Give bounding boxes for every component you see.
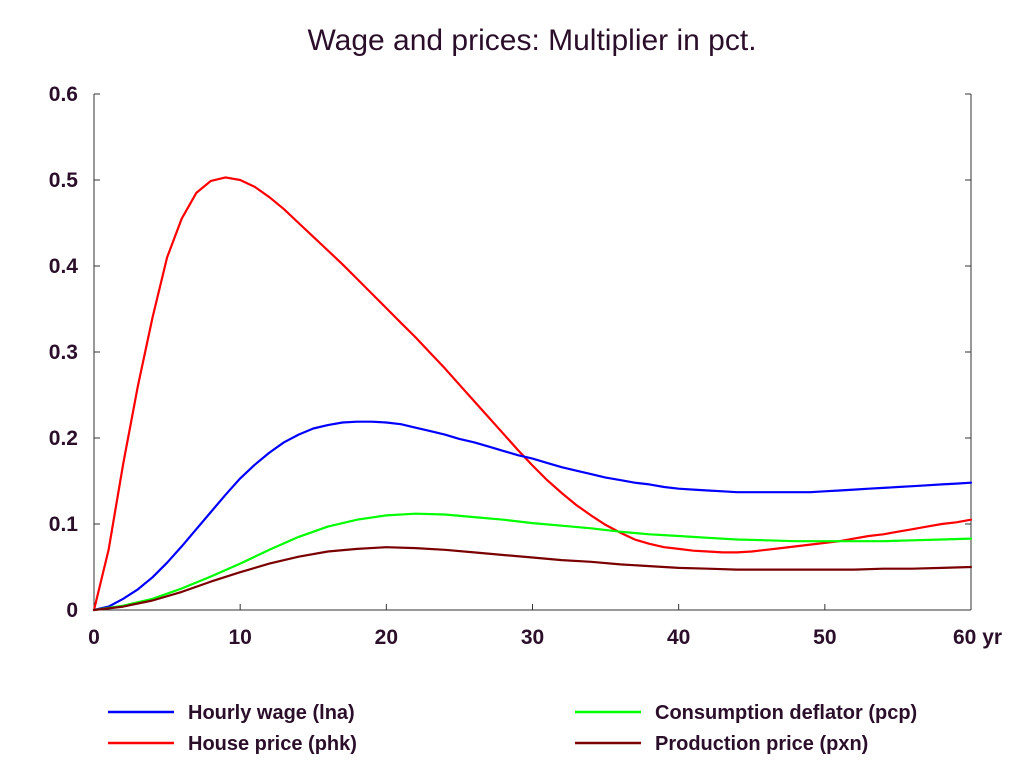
legend-label-house-price-phk: House price (phk)	[188, 733, 357, 755]
chart-title: Wage and prices: Multiplier in pct.	[307, 24, 756, 57]
x-tick-label: 60 yr	[953, 626, 1002, 649]
x-tick-label: 20	[375, 626, 398, 649]
x-tick-label: 10	[228, 626, 251, 649]
legend-label-production-price-pxn: Production price (pxn)	[655, 733, 868, 755]
y-tick-label: 0.6	[49, 83, 78, 106]
series-layer	[92, 176, 973, 612]
legend: Hourly wage (lna) House price (phk) Consum…	[108, 702, 917, 755]
legend-label-consumption-deflator-pcp: Consumption deflator (pcp)	[655, 702, 917, 724]
y-tick-label: 0.2	[49, 427, 78, 450]
series-line-house-price-phk	[92, 176, 973, 612]
plot-frame	[93, 94, 972, 611]
y-tick-label: 0.1	[49, 513, 79, 536]
x-axis: 0 10 20 30 40 50 60 yr	[88, 604, 1002, 649]
legend-label-hourly-wage-lna: Hourly wage (lna)	[188, 702, 355, 724]
x-tick-label: 50	[813, 626, 836, 649]
y-tick-label: 0.5	[49, 169, 79, 192]
x-tick-label: 40	[667, 626, 690, 649]
series-line-hourly-wage-lna	[92, 420, 973, 612]
series-line-consumption-deflator-pcp	[92, 512, 973, 612]
y-tick-label: 0	[66, 599, 78, 622]
series-line-production-price-pxn	[92, 546, 973, 612]
x-tick-label: 30	[521, 626, 544, 649]
y-axis: 0 0.1 0.2 0.3 0.4 0.5 0.6	[49, 83, 971, 622]
x-tick-label: 0	[88, 626, 100, 649]
y-tick-label: 0.4	[49, 255, 79, 278]
y-tick-label: 0.3	[49, 341, 78, 364]
